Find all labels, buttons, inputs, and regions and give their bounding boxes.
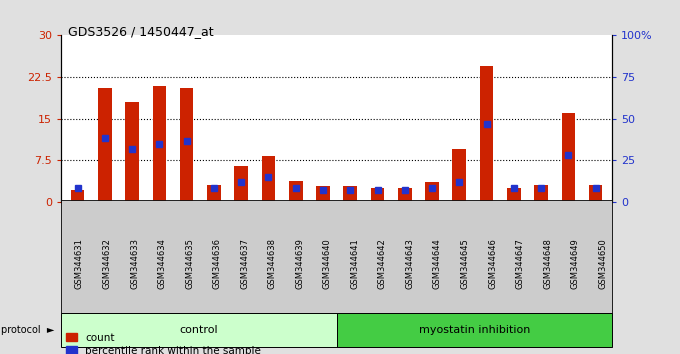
Text: control: control <box>180 325 218 335</box>
Text: GSM344643: GSM344643 <box>405 238 414 289</box>
Bar <box>235 166 248 202</box>
Text: GSM344650: GSM344650 <box>598 238 607 289</box>
Text: GSM344646: GSM344646 <box>488 238 497 289</box>
Text: GSM344644: GSM344644 <box>433 238 442 289</box>
Bar <box>589 185 602 202</box>
Text: GSM344645: GSM344645 <box>460 238 469 289</box>
Bar <box>507 188 521 202</box>
Bar <box>371 188 384 202</box>
Text: GSM344640: GSM344640 <box>323 238 332 289</box>
Bar <box>534 185 548 202</box>
Bar <box>262 156 275 202</box>
Text: GSM344648: GSM344648 <box>543 238 552 289</box>
Legend: count, percentile rank within the sample: count, percentile rank within the sample <box>67 333 261 354</box>
Bar <box>71 190 84 202</box>
Bar <box>425 182 439 202</box>
Bar <box>289 181 303 202</box>
Text: GSM344642: GSM344642 <box>378 238 387 289</box>
Text: GSM344633: GSM344633 <box>130 238 139 289</box>
Text: GSM344638: GSM344638 <box>268 238 277 289</box>
Text: GSM344641: GSM344641 <box>350 238 359 289</box>
Text: GSM344649: GSM344649 <box>571 238 579 289</box>
Bar <box>398 188 411 202</box>
Bar <box>180 88 193 202</box>
Bar <box>207 185 221 202</box>
Text: GSM344634: GSM344634 <box>158 238 167 289</box>
Bar <box>152 86 166 202</box>
Bar <box>125 102 139 202</box>
Bar <box>480 66 494 202</box>
Text: GSM344647: GSM344647 <box>515 238 524 289</box>
Text: GSM344639: GSM344639 <box>295 238 304 289</box>
Bar <box>562 113 575 202</box>
Text: GSM344632: GSM344632 <box>103 238 112 289</box>
Text: GSM344635: GSM344635 <box>185 238 194 289</box>
Bar <box>316 186 330 202</box>
Bar <box>98 88 112 202</box>
Bar <box>452 149 466 202</box>
Text: protocol  ►: protocol ► <box>1 325 54 335</box>
Text: GSM344636: GSM344636 <box>213 238 222 289</box>
Text: GDS3526 / 1450447_at: GDS3526 / 1450447_at <box>68 25 214 38</box>
Text: myostatin inhibition: myostatin inhibition <box>419 325 530 335</box>
Text: GSM344631: GSM344631 <box>75 238 84 289</box>
Text: GSM344637: GSM344637 <box>240 238 249 289</box>
Bar <box>343 186 357 202</box>
